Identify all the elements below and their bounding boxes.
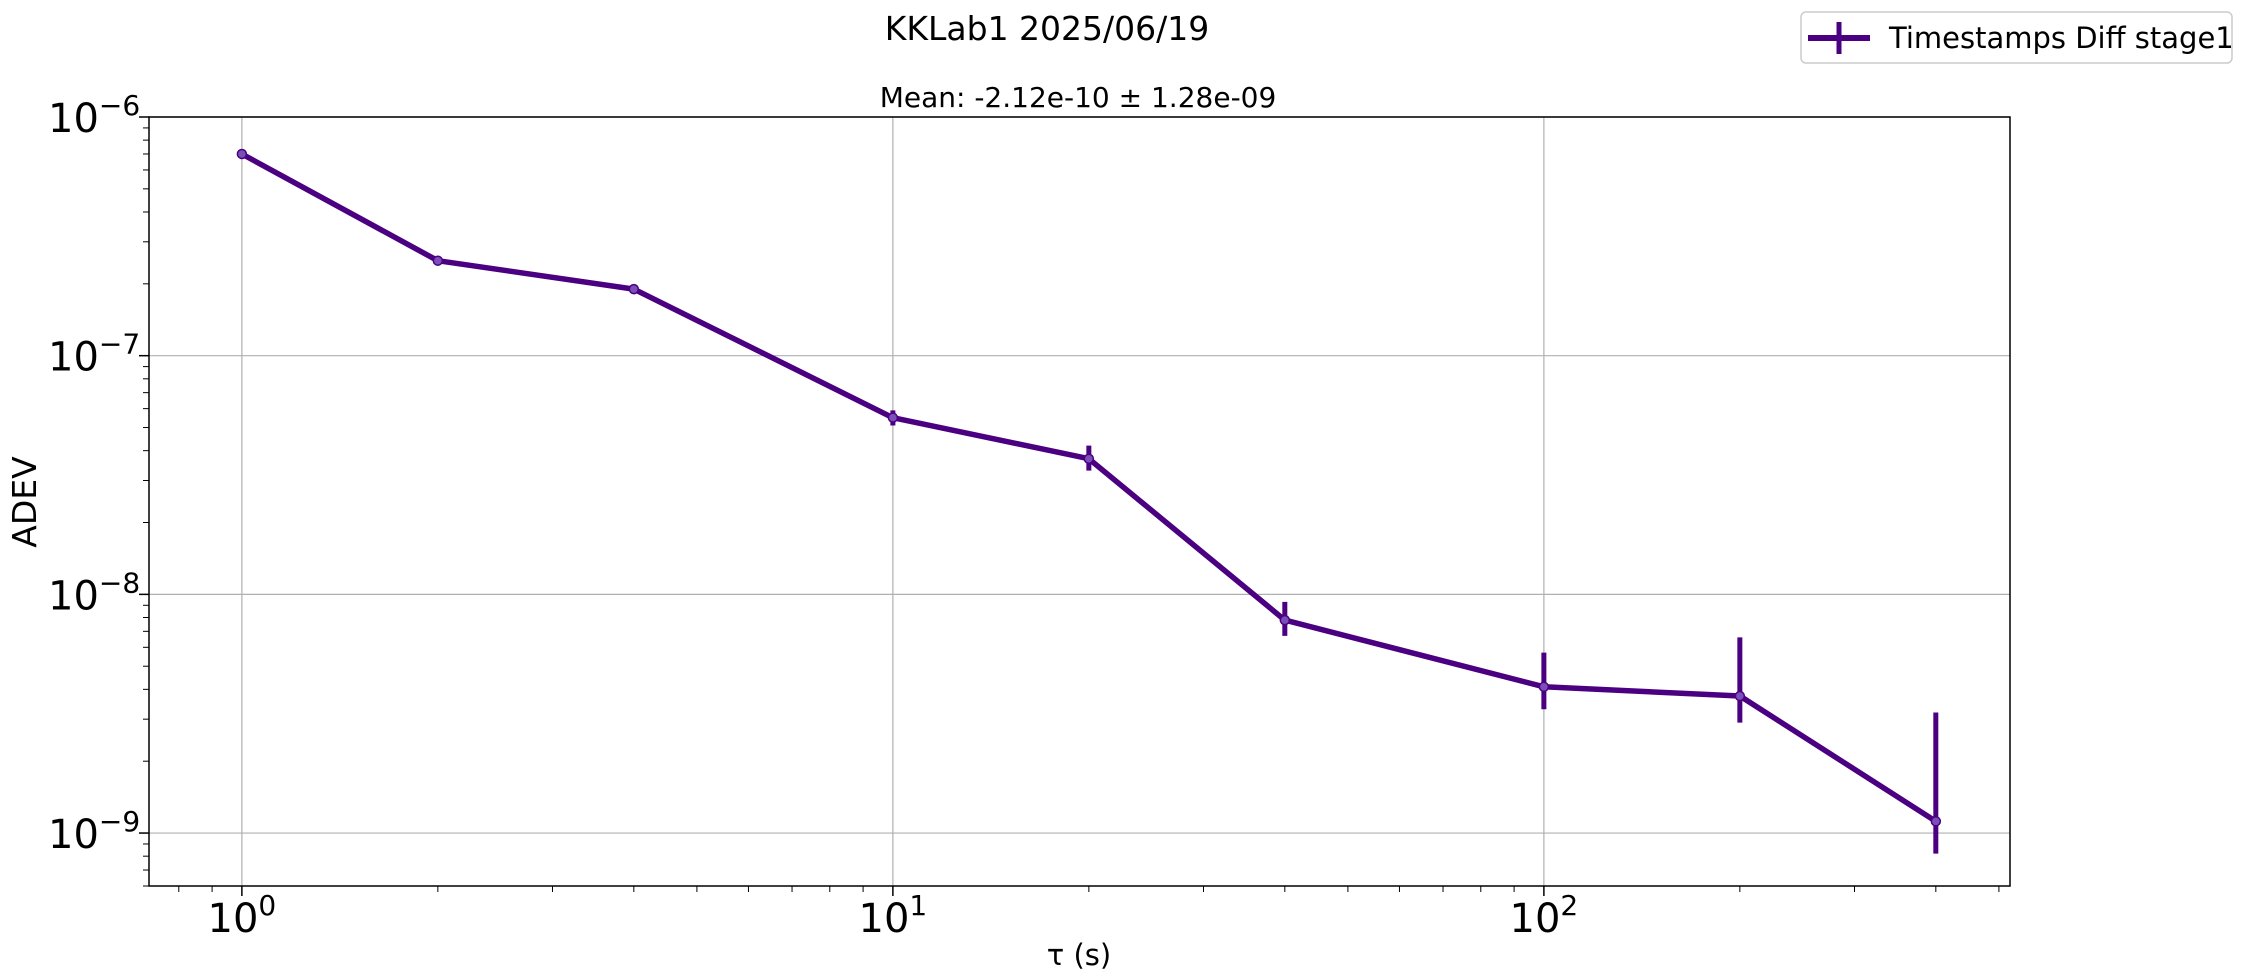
plot-area <box>148 116 2011 887</box>
x-tick-label-exponent: 2 <box>1560 889 1578 922</box>
data-point <box>432 255 444 266</box>
data-point <box>1279 614 1291 626</box>
chart-subtitle: Mean: -2.12e-10 ± 1.28e-09 <box>880 81 1277 114</box>
x-axis-label: τ (s) <box>1047 938 1111 972</box>
x-tick-label-base: 10 <box>208 896 259 942</box>
data-point <box>236 148 248 160</box>
y-tick-label-exponent: −7 <box>99 328 140 361</box>
data-point <box>1538 681 1550 693</box>
data-point <box>1930 816 1942 827</box>
data-point <box>887 412 899 423</box>
x-tick-label: 101 <box>859 889 928 942</box>
y-axis-label: ADEV <box>5 456 44 548</box>
x-tick-label-exponent: 0 <box>258 889 276 922</box>
y-tick-label-exponent: −9 <box>99 805 140 838</box>
data-point <box>628 283 640 295</box>
y-tick-label-exponent: −8 <box>99 566 140 599</box>
y-tick-label-exponent: −6 <box>99 89 140 122</box>
data-point <box>1083 453 1095 464</box>
data-point <box>1734 690 1746 702</box>
x-tick-label: 102 <box>1510 889 1579 942</box>
x-tick-label: 100 <box>208 889 277 942</box>
y-tick-label-base: 10 <box>48 335 99 381</box>
y-tick-label: 10−9 <box>48 805 140 858</box>
legend-box <box>1800 11 2233 64</box>
y-tick-label: 10−7 <box>48 328 140 381</box>
y-tick-label: 10−8 <box>48 566 140 619</box>
y-tick-label-base: 10 <box>48 573 99 619</box>
chart-title: KKLab1 2025/06/19 <box>885 9 1210 48</box>
legend-label: Timestamps Diff stage1 <box>1888 21 2234 55</box>
series-layer <box>236 148 1942 854</box>
y-tick-label: 10−6 <box>48 89 140 142</box>
x-tick-label-base: 10 <box>859 896 910 942</box>
x-tick-label-exponent: 1 <box>909 889 927 922</box>
y-tick-label-base: 10 <box>48 812 99 858</box>
x-tick-label-base: 10 <box>1510 896 1561 942</box>
y-tick-label-base: 10 <box>48 96 99 142</box>
legend: Timestamps Diff stage1 <box>1800 11 2234 64</box>
